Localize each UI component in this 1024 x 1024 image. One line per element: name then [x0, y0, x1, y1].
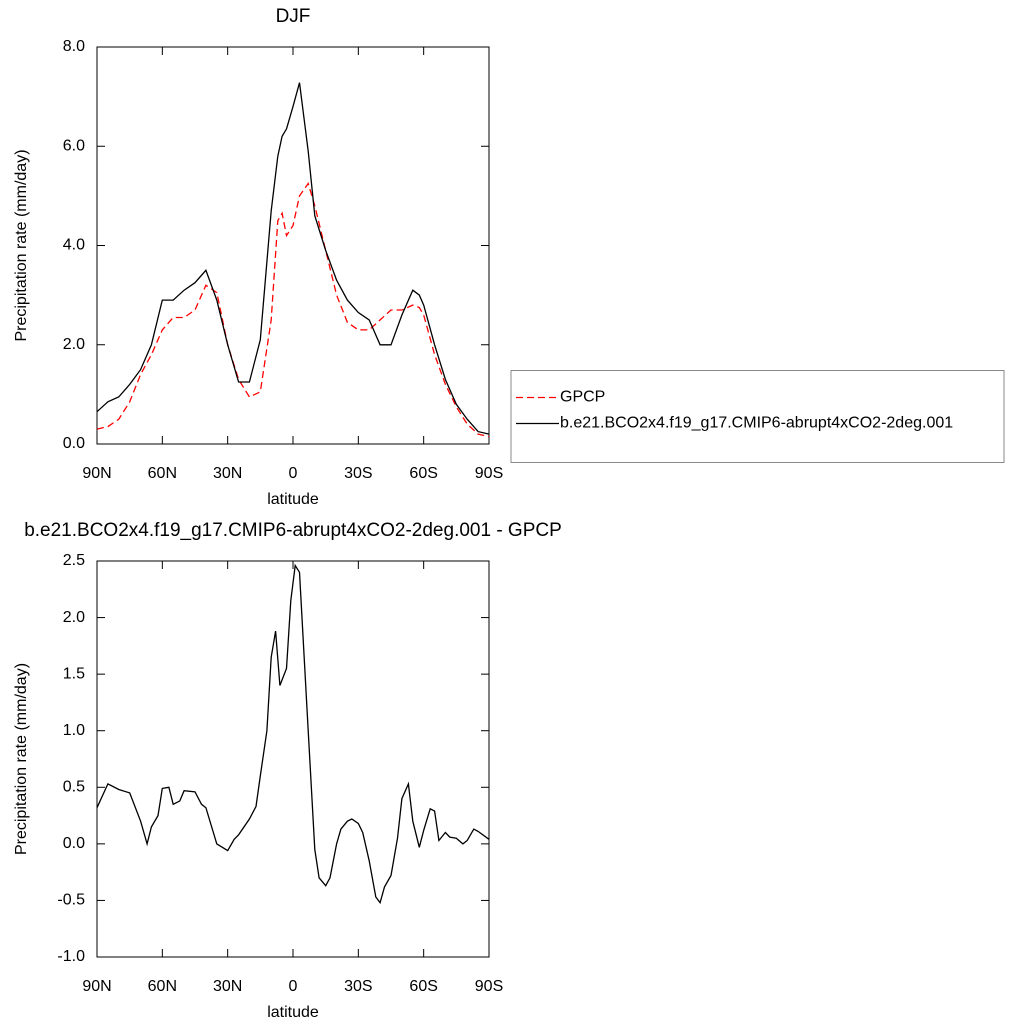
- y-tick-label: 2.0: [63, 336, 85, 353]
- y-tick-label: 8.0: [63, 38, 85, 55]
- y-axis-label: Precipitation rate (mm/day): [13, 663, 30, 855]
- x-tick-label: 30N: [213, 465, 242, 482]
- data-line: [96, 182, 490, 438]
- plot-frame: [96, 46, 490, 445]
- x-axis-label: latitude: [267, 1004, 319, 1021]
- y-tick-label: 0.5: [63, 779, 85, 796]
- x-tick-label: 60S: [409, 978, 437, 995]
- x-tick-label: 90N: [82, 978, 111, 995]
- x-tick-label: 60N: [148, 978, 177, 995]
- x-tick-label: 90N: [82, 465, 111, 482]
- y-tick-label: 0.0: [63, 835, 85, 852]
- y-tick-label: 1.0: [63, 722, 85, 739]
- x-tick-label: 60S: [409, 465, 437, 482]
- legend-label: b.e21.BCO2x4.f19_g17.CMIP6-abrupt4xCO2-2…: [560, 415, 953, 432]
- y-tick-label: -1.0: [57, 948, 85, 965]
- data-line: [96, 82, 490, 435]
- y-tick-label: 6.0: [63, 137, 85, 154]
- x-tick-label: 60N: [148, 465, 177, 482]
- legend-label: GPCP: [560, 389, 605, 406]
- x-tick-label: 90S: [475, 978, 503, 995]
- legend-box: [510, 370, 1005, 463]
- x-tick-label: 30N: [213, 978, 242, 995]
- chart-title: DJF: [276, 6, 311, 27]
- chart-title: b.e21.BCO2x4.f19_g17.CMIP6-abrupt4xCO2-2…: [24, 520, 562, 541]
- x-tick-label: 30S: [344, 978, 372, 995]
- y-tick-label: 2.0: [63, 609, 85, 626]
- y-tick-label: 2.5: [63, 552, 85, 569]
- y-tick-label: 1.5: [63, 665, 85, 682]
- x-tick-label: 0: [289, 465, 298, 482]
- plot-frame: [96, 560, 490, 958]
- y-axis-label: Precipitation rate (mm/day): [13, 149, 30, 341]
- y-tick-label: -0.5: [57, 892, 85, 909]
- x-tick-label: 30S: [344, 465, 372, 482]
- data-line: [96, 563, 490, 905]
- y-tick-label: 0.0: [63, 435, 85, 452]
- x-tick-label: 90S: [475, 465, 503, 482]
- y-tick-label: 4.0: [63, 237, 85, 254]
- x-tick-label: 0: [289, 978, 298, 995]
- x-axis-label: latitude: [267, 491, 319, 508]
